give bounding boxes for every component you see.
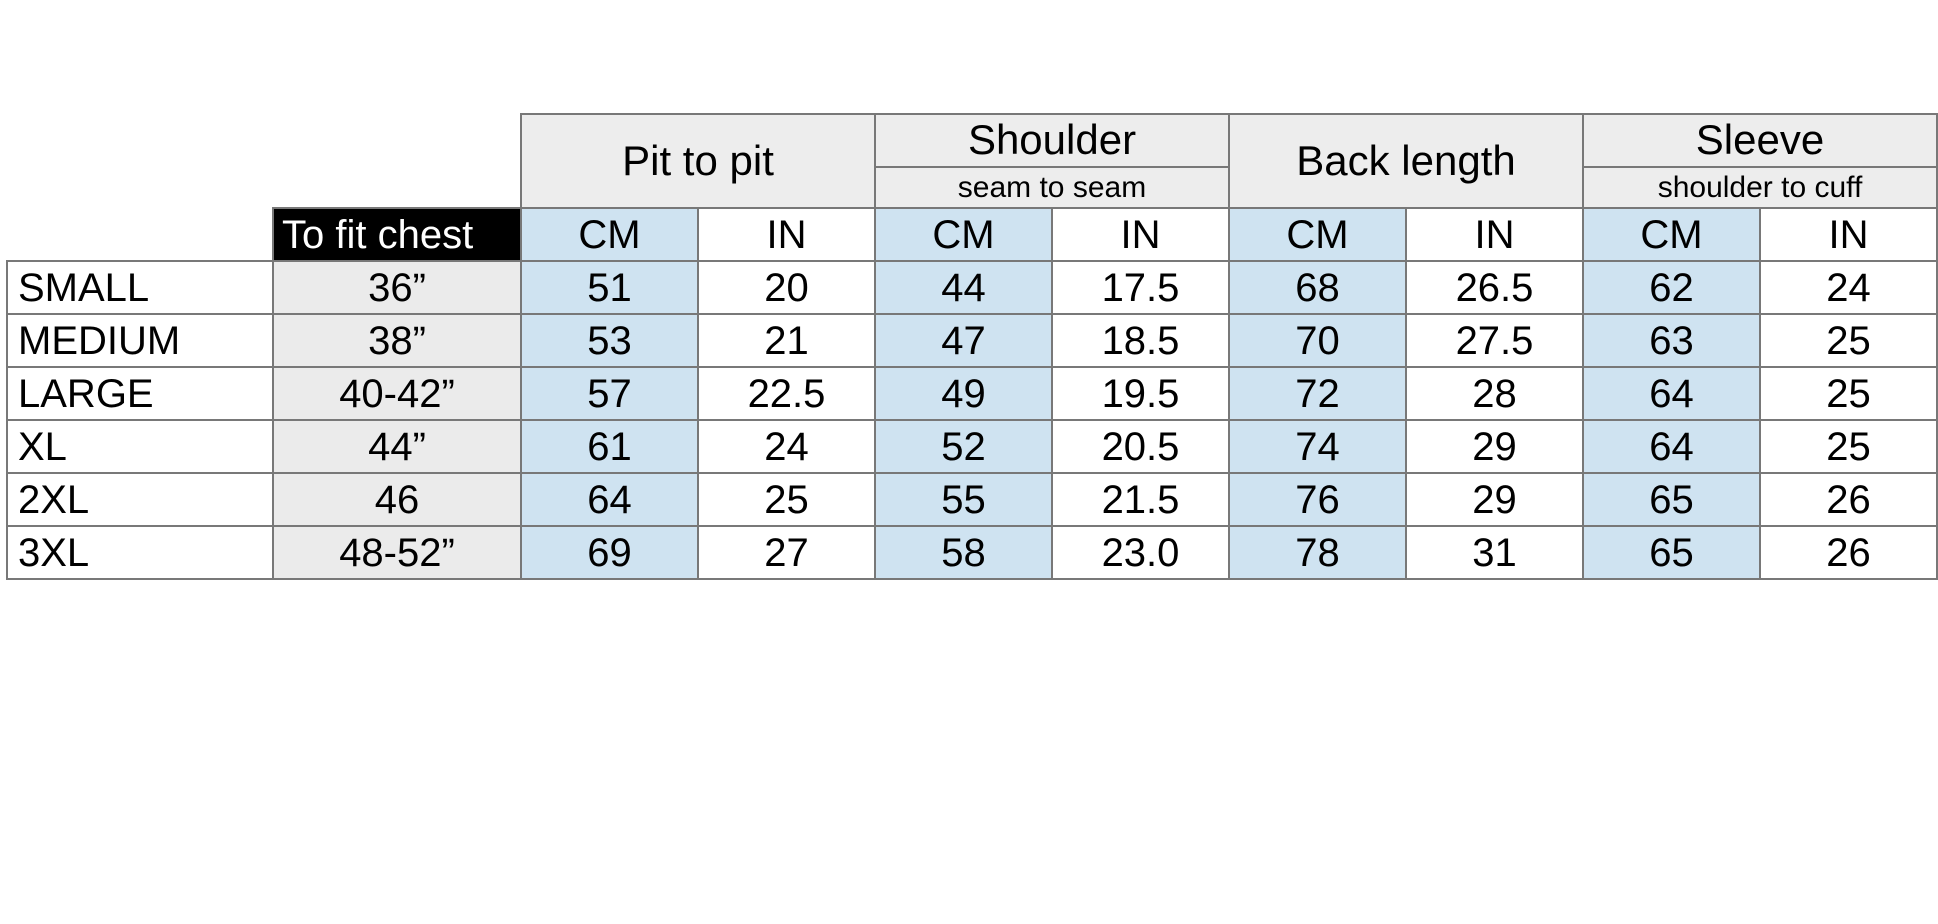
measurement-value: 44 xyxy=(874,260,1053,315)
size-label: MEDIUM xyxy=(6,313,274,368)
group-header-back-length: Back length xyxy=(1228,113,1584,209)
chest-value: 40-42” xyxy=(272,366,522,421)
table-row: 3XL 48-52” 69 27 58 23.0 78 31 65 26 xyxy=(6,525,1938,580)
measurement-value: 29 xyxy=(1405,419,1584,474)
measurement-value: 27.5 xyxy=(1405,313,1584,368)
measurement-value: 64 xyxy=(1582,366,1761,421)
blank-corner xyxy=(7,114,521,208)
table-row: LARGE 40-42” 57 22.5 49 19.5 72 28 64 25 xyxy=(6,366,1938,421)
measurement-value: 62 xyxy=(1582,260,1761,315)
chest-value: 36” xyxy=(272,260,522,315)
table-body: SMALL 36” 51 20 44 17.5 68 26.5 62 24 ME… xyxy=(6,260,1938,580)
measurement-value: 68 xyxy=(1228,260,1407,315)
size-label: SMALL xyxy=(6,260,274,315)
unit-header-in: IN xyxy=(1759,207,1938,262)
chest-value: 46 xyxy=(272,472,522,527)
measurement-value: 65 xyxy=(1582,525,1761,580)
blank-cell xyxy=(7,208,273,261)
chest-column-header: To fit chest xyxy=(272,207,522,262)
group-header-pit-to-pit: Pit to pit xyxy=(520,113,876,209)
measurement-value: 53 xyxy=(520,313,699,368)
measurement-value: 69 xyxy=(520,525,699,580)
measurement-value: 49 xyxy=(874,366,1053,421)
unit-header-cm: CM xyxy=(874,207,1053,262)
table-row: 2XL 46 64 25 55 21.5 76 29 65 26 xyxy=(6,472,1938,527)
measurement-value: 52 xyxy=(874,419,1053,474)
table-row: MEDIUM 38” 53 21 47 18.5 70 27.5 63 25 xyxy=(6,313,1938,368)
measurement-value: 26 xyxy=(1759,525,1938,580)
unit-header-in: IN xyxy=(1051,207,1230,262)
subgroup-header-row: seam to seam shoulder to cuff xyxy=(7,166,1938,209)
size-label: LARGE xyxy=(6,366,274,421)
size-chart-table: Pit to pit Shoulder Back length Sleeve s… xyxy=(6,113,1938,580)
group-header-sleeve: Sleeve xyxy=(1582,113,1938,168)
unit-header-cm: CM xyxy=(520,207,699,262)
measurement-value: 47 xyxy=(874,313,1053,368)
group-header-shoulder: Shoulder xyxy=(874,113,1230,168)
measurement-value: 24 xyxy=(697,419,876,474)
measurement-value: 55 xyxy=(874,472,1053,527)
measurement-value: 27 xyxy=(697,525,876,580)
size-label: 2XL xyxy=(6,472,274,527)
size-label: 3XL xyxy=(6,525,274,580)
measurement-value: 21.5 xyxy=(1051,472,1230,527)
measurement-value: 76 xyxy=(1228,472,1407,527)
measurement-value: 24 xyxy=(1759,260,1938,315)
measurement-value: 22.5 xyxy=(697,366,876,421)
chest-value: 48-52” xyxy=(272,525,522,580)
chest-value: 44” xyxy=(272,419,522,474)
measurement-value: 64 xyxy=(520,472,699,527)
chest-value: 38” xyxy=(272,313,522,368)
table-row: SMALL 36” 51 20 44 17.5 68 26.5 62 24 xyxy=(6,260,1938,315)
measurement-value: 23.0 xyxy=(1051,525,1230,580)
unit-header-cm: CM xyxy=(1228,207,1407,262)
subgroup-header-seam-to-seam: seam to seam xyxy=(874,166,1230,209)
unit-header-in: IN xyxy=(697,207,876,262)
unit-header-row: To fit chest CM IN CM IN CM IN CM IN xyxy=(7,207,1938,262)
measurement-value: 26 xyxy=(1759,472,1938,527)
measurement-value: 61 xyxy=(520,419,699,474)
measurement-value: 25 xyxy=(1759,419,1938,474)
measurement-value: 29 xyxy=(1405,472,1584,527)
measurement-value: 74 xyxy=(1228,419,1407,474)
measurement-value: 63 xyxy=(1582,313,1761,368)
measurement-value: 26.5 xyxy=(1405,260,1584,315)
measurement-value: 25 xyxy=(697,472,876,527)
size-label: XL xyxy=(6,419,274,474)
measurement-value: 20 xyxy=(697,260,876,315)
group-header-row: Pit to pit Shoulder Back length Sleeve xyxy=(7,113,1938,209)
measurement-value: 51 xyxy=(520,260,699,315)
measurement-value: 78 xyxy=(1228,525,1407,580)
measurement-value: 25 xyxy=(1759,313,1938,368)
measurement-value: 64 xyxy=(1582,419,1761,474)
subgroup-header-shoulder-to-cuff: shoulder to cuff xyxy=(1582,166,1938,209)
measurement-value: 18.5 xyxy=(1051,313,1230,368)
measurement-value: 65 xyxy=(1582,472,1761,527)
measurement-value: 17.5 xyxy=(1051,260,1230,315)
unit-header-cm: CM xyxy=(1582,207,1761,262)
measurement-value: 20.5 xyxy=(1051,419,1230,474)
measurement-value: 57 xyxy=(520,366,699,421)
measurement-value: 21 xyxy=(697,313,876,368)
measurement-value: 19.5 xyxy=(1051,366,1230,421)
measurement-value: 70 xyxy=(1228,313,1407,368)
measurement-value: 72 xyxy=(1228,366,1407,421)
measurement-value: 28 xyxy=(1405,366,1584,421)
measurement-value: 58 xyxy=(874,525,1053,580)
table-row: XL 44” 61 24 52 20.5 74 29 64 25 xyxy=(6,419,1938,474)
unit-header-in: IN xyxy=(1405,207,1584,262)
measurement-value: 31 xyxy=(1405,525,1584,580)
measurement-value: 25 xyxy=(1759,366,1938,421)
